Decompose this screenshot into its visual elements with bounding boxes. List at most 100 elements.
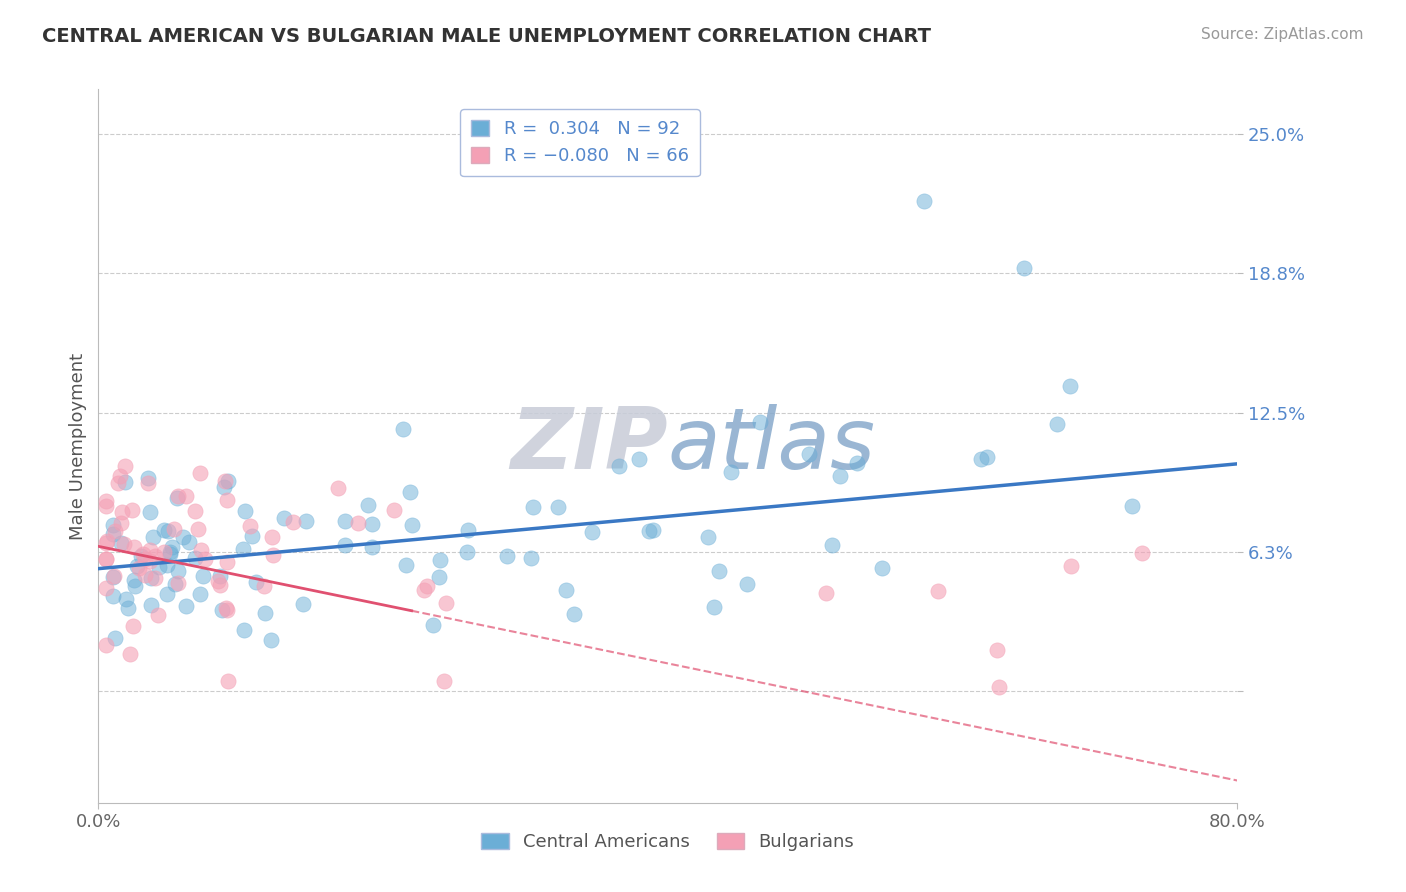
Point — [641, 523, 664, 537]
Point — [830, 468, 852, 483]
Point — [456, 545, 478, 559]
Point — [707, 564, 730, 578]
Point — [749, 415, 772, 429]
Point — [117, 601, 139, 615]
Point — [112, 537, 135, 551]
Point — [209, 569, 232, 583]
Point — [153, 524, 176, 538]
Point — [211, 603, 233, 617]
Point — [101, 589, 124, 603]
Point — [1130, 546, 1153, 560]
Point — [184, 504, 207, 518]
Point — [177, 534, 200, 549]
Point — [131, 549, 153, 563]
Point — [187, 522, 209, 536]
Point — [217, 673, 239, 688]
Point — [94, 581, 117, 595]
Point — [872, 561, 894, 575]
Point — [162, 522, 184, 536]
Point — [240, 529, 263, 543]
Point — [94, 552, 117, 566]
Point — [172, 530, 194, 544]
Point — [217, 603, 239, 617]
Point — [194, 551, 217, 566]
Point — [143, 549, 166, 563]
Point — [239, 518, 262, 533]
Point — [696, 530, 718, 544]
Point — [217, 493, 239, 508]
Point — [1121, 499, 1143, 513]
Point — [797, 447, 820, 461]
Point — [166, 491, 188, 505]
Point — [136, 476, 159, 491]
Point — [122, 619, 145, 633]
Point — [188, 467, 211, 481]
Point — [335, 538, 357, 552]
Point — [562, 607, 585, 621]
Point — [101, 527, 124, 541]
Point — [139, 505, 162, 519]
Point — [114, 592, 136, 607]
Point — [927, 583, 949, 598]
Point — [136, 471, 159, 485]
Point — [245, 574, 267, 589]
Point — [190, 543, 212, 558]
Point — [233, 624, 256, 638]
Point — [357, 498, 380, 512]
Point — [294, 515, 316, 529]
Point — [134, 552, 156, 566]
Point — [146, 607, 169, 622]
Point — [114, 475, 136, 489]
Point — [262, 549, 284, 563]
Point — [124, 579, 146, 593]
Point — [262, 530, 284, 544]
Point — [139, 542, 162, 557]
Point — [104, 631, 127, 645]
Point — [143, 571, 166, 585]
Point — [159, 547, 181, 561]
Point — [253, 579, 276, 593]
Text: Source: ZipAtlas.com: Source: ZipAtlas.com — [1201, 27, 1364, 42]
Point — [156, 558, 179, 572]
Point — [520, 551, 543, 566]
Point — [292, 598, 315, 612]
Point — [94, 638, 117, 652]
Point — [122, 573, 145, 587]
Point — [416, 578, 439, 592]
Point — [986, 643, 1008, 657]
Point — [1012, 260, 1035, 275]
Point — [399, 485, 422, 500]
Point — [427, 570, 450, 584]
Point — [970, 451, 993, 466]
Point — [422, 618, 444, 632]
Point — [128, 560, 150, 574]
Point — [1046, 417, 1069, 431]
Point — [166, 564, 188, 578]
Point — [114, 459, 136, 474]
Point — [260, 632, 283, 647]
Point — [607, 459, 630, 474]
Point — [104, 524, 127, 539]
Point — [912, 194, 935, 208]
Point — [233, 504, 256, 518]
Point — [153, 545, 176, 559]
Point — [215, 555, 238, 569]
Point — [103, 569, 125, 583]
Point — [142, 530, 165, 544]
Point — [382, 503, 405, 517]
Point — [101, 517, 124, 532]
Point — [94, 499, 117, 513]
Point — [627, 451, 650, 466]
Point — [156, 587, 179, 601]
Point — [360, 516, 382, 531]
Point — [283, 515, 305, 529]
Text: CENTRAL AMERICAN VS BULGARIAN MALE UNEMPLOYMENT CORRELATION CHART: CENTRAL AMERICAN VS BULGARIAN MALE UNEMP… — [42, 27, 931, 45]
Point — [214, 474, 236, 488]
Point — [184, 551, 207, 566]
Point — [94, 536, 117, 550]
Point — [1059, 558, 1081, 573]
Point — [94, 552, 117, 566]
Y-axis label: Male Unemployment: Male Unemployment — [69, 352, 87, 540]
Point — [134, 567, 156, 582]
Point — [328, 481, 350, 495]
